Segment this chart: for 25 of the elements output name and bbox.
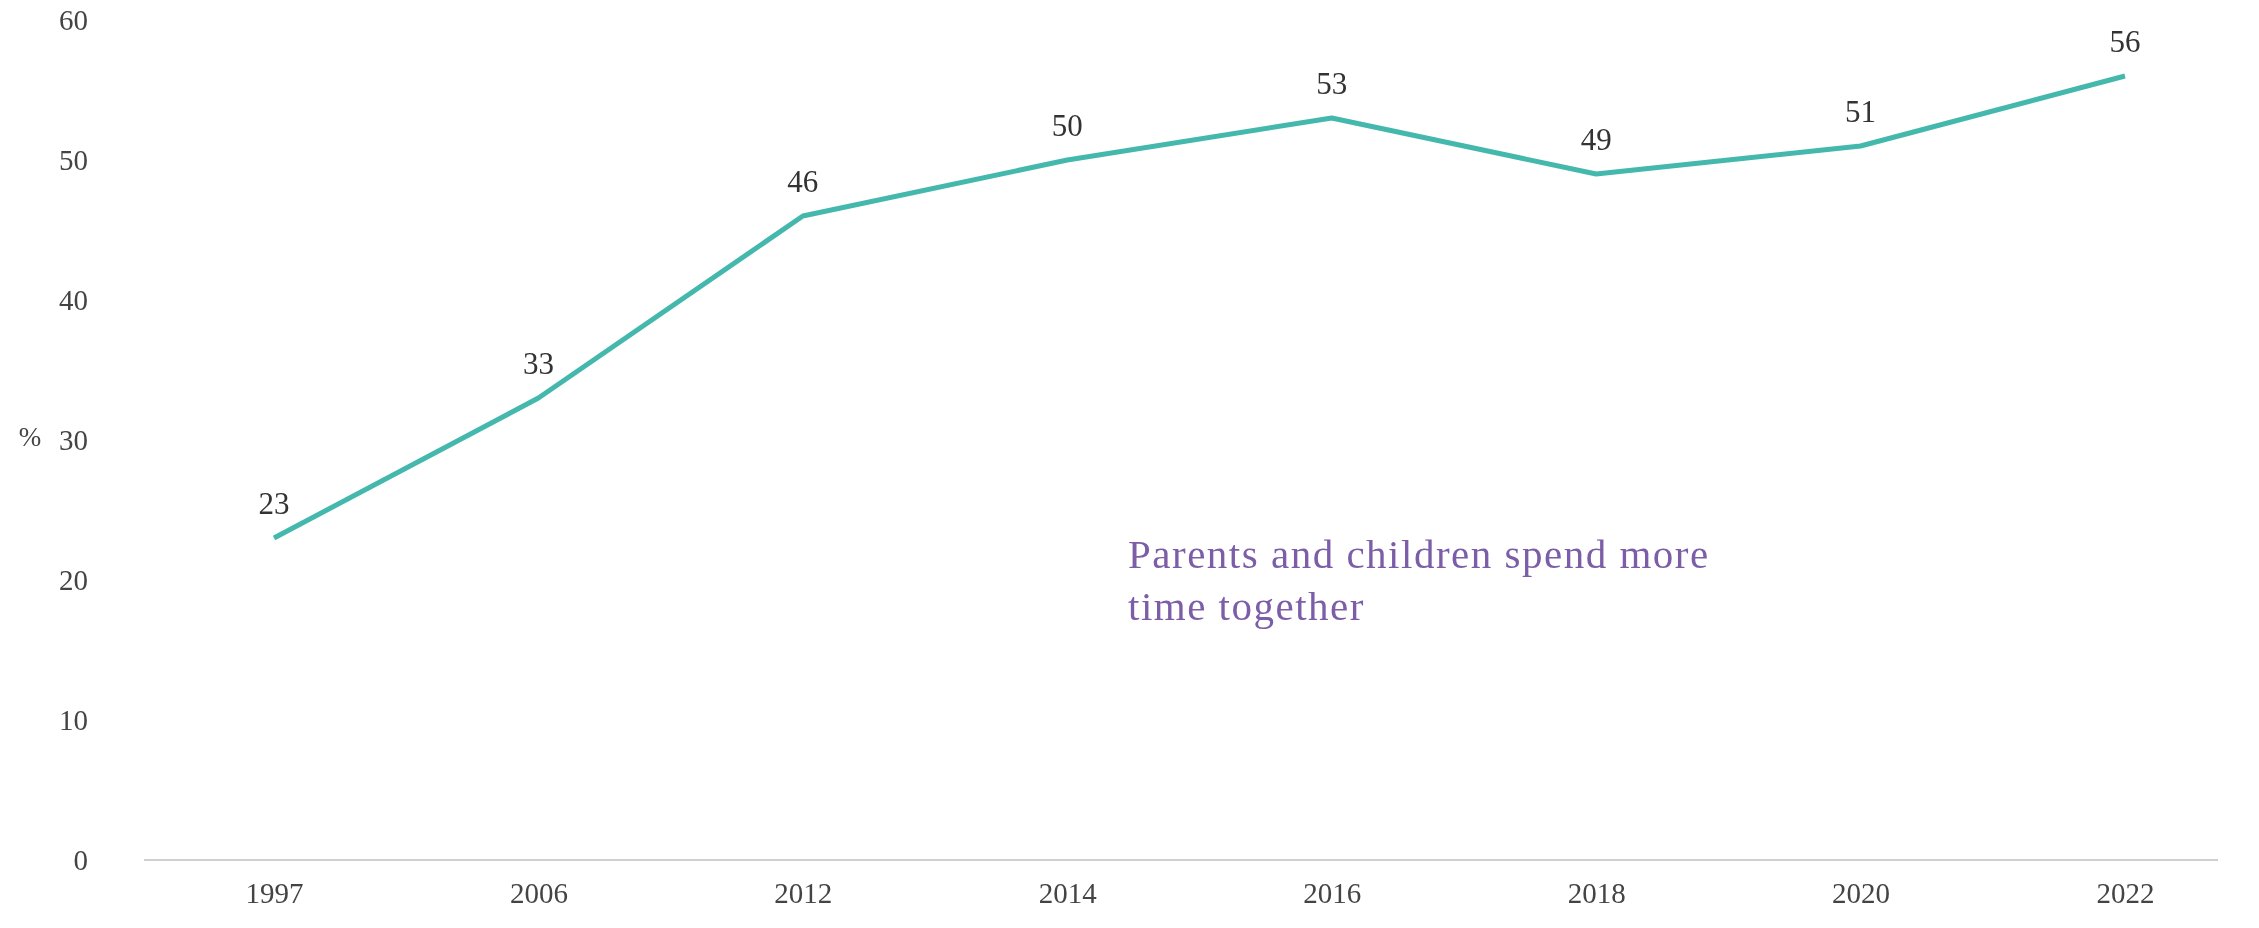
x-tick-label: 2018 bbox=[1567, 876, 1626, 909]
annotation: Parents and children spend more time together bbox=[1128, 531, 1710, 629]
data-label: 50 bbox=[1051, 108, 1083, 143]
y-tick-label: 10 bbox=[59, 703, 88, 736]
x-tick-label: 2022 bbox=[2096, 876, 2155, 909]
x-tick-label: 2014 bbox=[1038, 876, 1098, 909]
x-tick-label: 1997 bbox=[245, 876, 304, 909]
data-label: 53 bbox=[1316, 66, 1348, 101]
y-axis-title: % bbox=[18, 422, 42, 453]
x-tick-label: 2006 bbox=[509, 876, 568, 909]
y-tick-label: 40 bbox=[59, 283, 88, 316]
x-tick-label: 2012 bbox=[774, 876, 833, 909]
x-tick-label: 2020 bbox=[1832, 876, 1891, 909]
y-tick-label: 50 bbox=[59, 143, 88, 176]
data-label: 51 bbox=[1845, 94, 1877, 129]
data-label: 56 bbox=[2109, 24, 2141, 59]
data-label: 49 bbox=[1580, 122, 1612, 157]
y-tick-label: 0 bbox=[73, 843, 88, 876]
data-label: 46 bbox=[787, 164, 819, 199]
y-tick-label: 60 bbox=[59, 3, 88, 36]
y-tick-label: 20 bbox=[59, 563, 88, 596]
x-tick-label: 2016 bbox=[1303, 876, 1362, 909]
y-tick-label: 30 bbox=[59, 423, 88, 456]
data-label: 23 bbox=[258, 486, 290, 521]
data-label: 33 bbox=[522, 346, 554, 381]
